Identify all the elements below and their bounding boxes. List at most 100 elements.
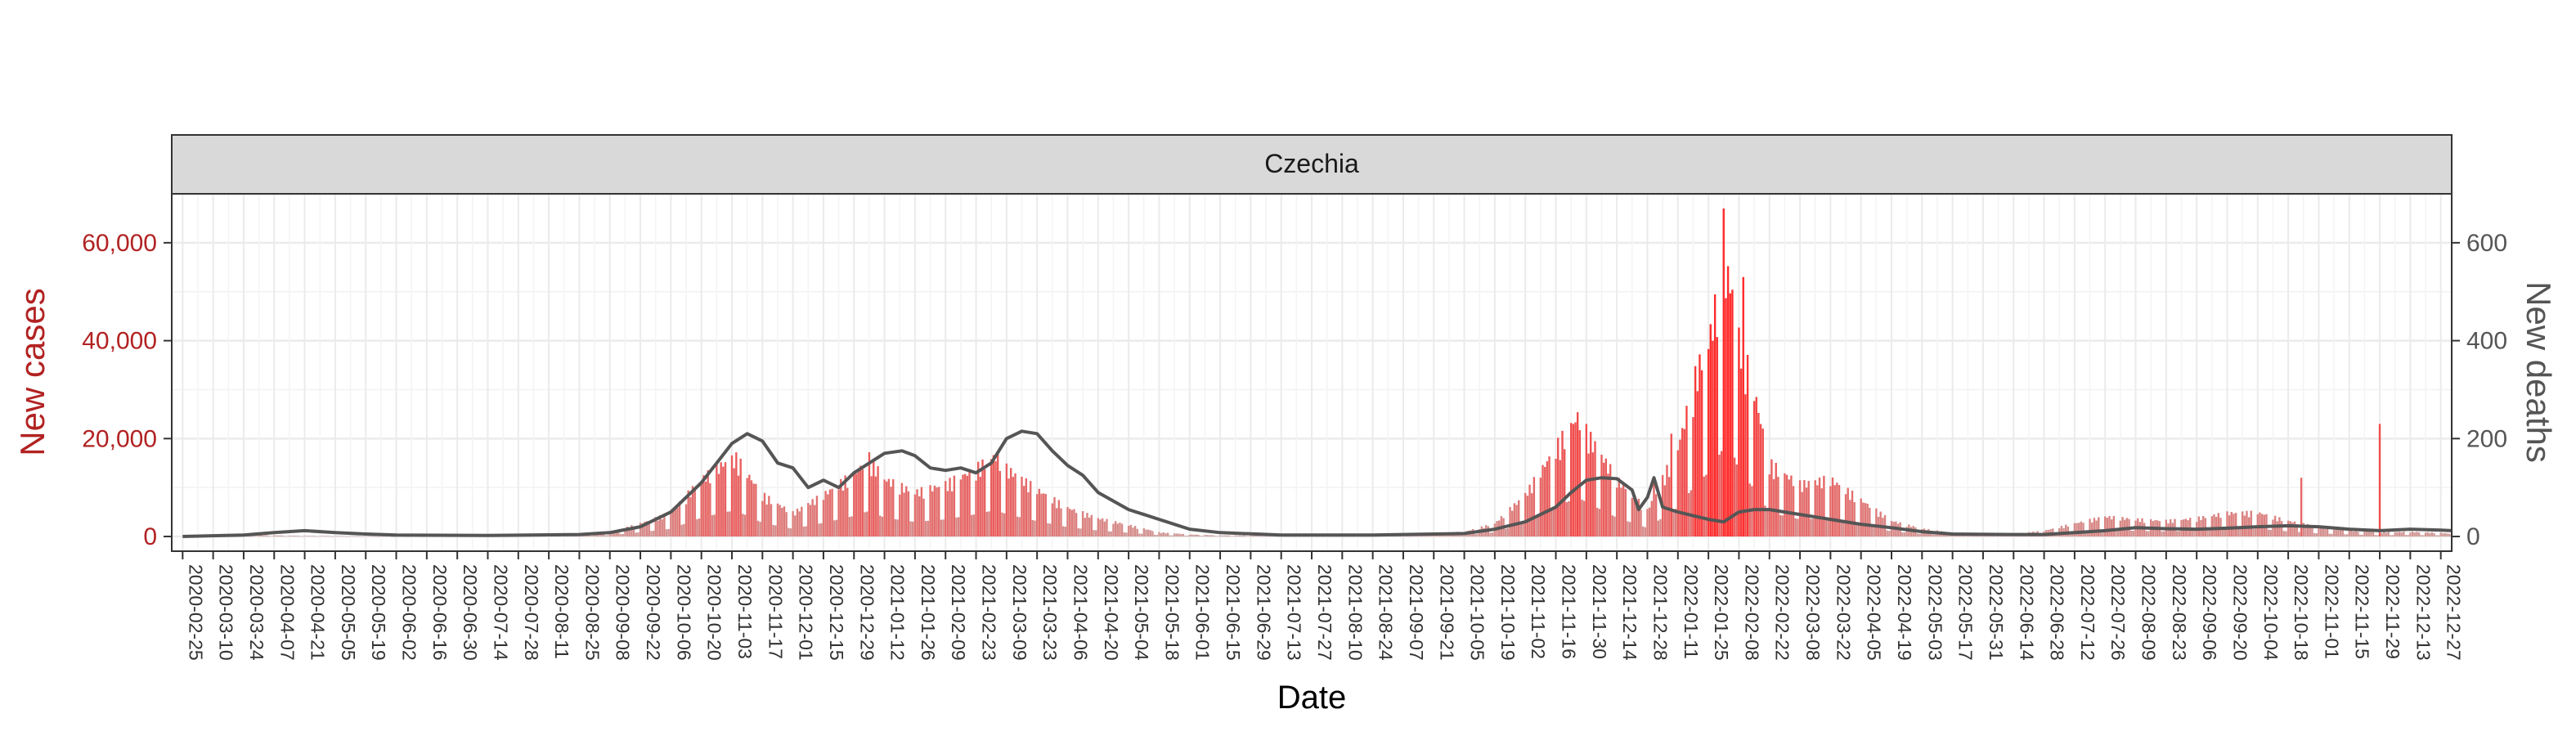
cases-bar xyxy=(1060,508,1062,537)
cases-bar xyxy=(2078,523,2080,537)
cases-bar xyxy=(1446,535,1448,537)
cases-bar xyxy=(942,519,945,537)
cases-bar xyxy=(788,527,790,537)
cases-bar xyxy=(2446,533,2448,537)
x-axis-tick-label: 2021-02-23 xyxy=(979,564,1000,661)
cases-bar xyxy=(2129,530,2133,537)
cases-bar xyxy=(733,468,735,537)
cases-bar xyxy=(770,504,773,537)
cases-bar xyxy=(2162,531,2165,537)
cases-bar xyxy=(683,523,685,537)
cases-bar xyxy=(2080,521,2083,537)
x-axis-tick-label: 2021-07-13 xyxy=(1284,564,1305,661)
cases-bar xyxy=(1633,494,1636,537)
cases-bar xyxy=(1725,298,1727,537)
cases-bar xyxy=(1827,518,1829,537)
cases-bar xyxy=(2095,520,2098,537)
cases-bar xyxy=(2091,523,2094,537)
cases-bar xyxy=(2228,515,2231,537)
cases-bar xyxy=(1548,456,1551,537)
cases-bar xyxy=(1853,502,1856,537)
cases-bar xyxy=(874,476,877,537)
x-axis-tick-label: 2020-07-28 xyxy=(521,564,542,661)
cases-bar xyxy=(2429,532,2431,537)
x-axis-tick-label: 2022-12-13 xyxy=(2412,564,2434,661)
cases-bar xyxy=(2403,532,2405,537)
cases-bar xyxy=(783,506,786,537)
cases-bar xyxy=(724,462,727,537)
cases-bar xyxy=(2352,531,2355,537)
cases-bar xyxy=(1919,533,1921,537)
cases-bar xyxy=(2217,513,2219,537)
cases-bar xyxy=(2367,532,2370,537)
cases-bar xyxy=(1027,491,1030,537)
cases-bar xyxy=(2065,524,2067,537)
cases-bar xyxy=(1746,355,1749,537)
cases-bar xyxy=(1720,451,1723,537)
cases-bar xyxy=(899,494,901,537)
cases-bar xyxy=(988,511,990,537)
cases-bar xyxy=(1129,524,1132,537)
cases-bar xyxy=(2417,532,2421,537)
cases-bar xyxy=(1775,463,1777,537)
cases-bar xyxy=(743,514,747,537)
cases-bar xyxy=(2272,519,2274,537)
cases-bar xyxy=(644,522,646,537)
cases-bar xyxy=(768,496,770,537)
cases-bar xyxy=(1752,401,1756,537)
cases-bar xyxy=(652,531,655,537)
cases-bar xyxy=(946,491,949,537)
x-axis-tick-label: 2020-10-06 xyxy=(673,564,694,661)
cases-bar xyxy=(2385,532,2388,537)
cases-bar xyxy=(1138,533,1141,537)
cases-bar xyxy=(2193,530,2196,537)
cases-bar xyxy=(1191,534,1193,537)
cases-bar xyxy=(365,536,367,537)
cases-bar xyxy=(613,531,616,537)
cases-bar xyxy=(1624,488,1627,537)
cases-bar xyxy=(881,516,884,537)
cases-bar xyxy=(1260,536,1263,537)
cases-bar xyxy=(1182,533,1184,537)
cases-bar xyxy=(2161,531,2163,537)
cases-bar xyxy=(1192,534,1196,537)
cases-bar xyxy=(792,511,794,537)
cases-bar xyxy=(1798,480,1802,537)
cases-bar xyxy=(2201,515,2205,537)
cases-bar xyxy=(776,503,779,537)
cases-bar xyxy=(2224,528,2226,537)
cases-bar xyxy=(853,471,855,537)
cases-bar xyxy=(1659,518,1662,537)
cases-bar xyxy=(958,517,960,537)
cases-bar xyxy=(794,515,797,537)
cases-bar xyxy=(711,514,714,537)
x-axis-tick-label: 2020-09-22 xyxy=(643,564,664,661)
cases-bar xyxy=(2060,526,2063,537)
cases-bar xyxy=(877,466,879,537)
cases-bar xyxy=(1524,492,1527,537)
cases-bar xyxy=(785,512,788,537)
x-axis-tick-label: 2022-07-12 xyxy=(2077,564,2098,661)
cases-bar xyxy=(1561,430,1564,537)
cases-bar xyxy=(1123,532,1125,537)
x-axis-tick-label: 2022-12-27 xyxy=(2444,564,2465,661)
cases-bar xyxy=(2376,535,2379,537)
cases-bar xyxy=(260,535,263,537)
cases-bar xyxy=(2234,513,2237,537)
x-axis-tick-label: 2021-10-19 xyxy=(1497,564,1519,661)
x-axis-tick-label: 2021-09-07 xyxy=(1406,564,1427,661)
cases-bar xyxy=(1600,455,1603,537)
cases-bar xyxy=(742,514,744,537)
cases-bar xyxy=(2387,532,2390,537)
cases-bar xyxy=(890,487,892,537)
cases-bar xyxy=(632,527,635,537)
cases-bar xyxy=(360,536,363,537)
cases-bar xyxy=(1546,461,1549,537)
cases-bar xyxy=(1700,370,1703,537)
cases-bar xyxy=(1820,488,1823,537)
cases-bar xyxy=(1016,516,1019,537)
cases-bar xyxy=(1676,450,1679,537)
cases-bar xyxy=(2082,523,2085,537)
x-axis-tick-label: 2020-08-25 xyxy=(581,564,603,661)
